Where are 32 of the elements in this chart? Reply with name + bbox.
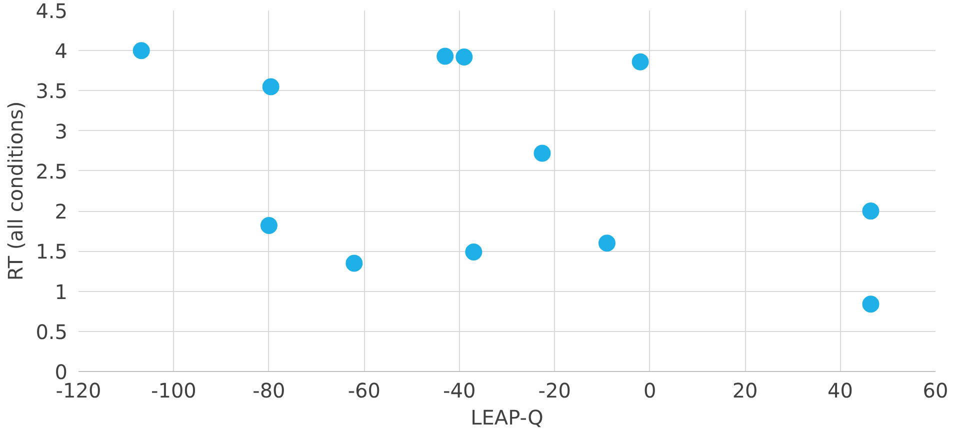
x-tick-label: -60 (348, 378, 381, 402)
y-tick-label: 2.5 (36, 159, 68, 184)
y-tick-label: 4 (54, 39, 68, 64)
x-tick-label: 40 (828, 378, 854, 402)
x-axis-title: LEAP-Q (470, 406, 544, 430)
y-tick-label: 1 (54, 280, 68, 304)
point (862, 202, 880, 220)
x-tick-label: -80 (252, 378, 286, 402)
point (862, 296, 880, 313)
x-tick-label: 0 (643, 378, 656, 402)
y-tick-label: 0.5 (36, 320, 68, 344)
x-tick-label: -40 (443, 378, 476, 402)
point (465, 243, 482, 260)
x-tick-label: -20 (538, 378, 571, 402)
point (262, 78, 280, 96)
point (436, 48, 454, 65)
point (632, 53, 649, 70)
y-tick-label: 2 (54, 200, 68, 224)
y-axis-title: RT (all conditions) (4, 101, 28, 281)
point (260, 217, 278, 234)
x-tick-label: -100 (151, 378, 196, 402)
y-tick-label: 1.5 (36, 240, 68, 264)
point (456, 48, 473, 66)
point (132, 42, 150, 60)
y-tick-label: 3.5 (36, 79, 68, 104)
point (534, 144, 551, 162)
point (598, 234, 616, 252)
point (346, 254, 363, 272)
y-tick-label: 4.5 (36, 0, 68, 23)
y-tick-label: 3 (54, 119, 68, 144)
x-tick-label: 60 (922, 378, 948, 402)
x-tick-label: 20 (732, 378, 758, 402)
